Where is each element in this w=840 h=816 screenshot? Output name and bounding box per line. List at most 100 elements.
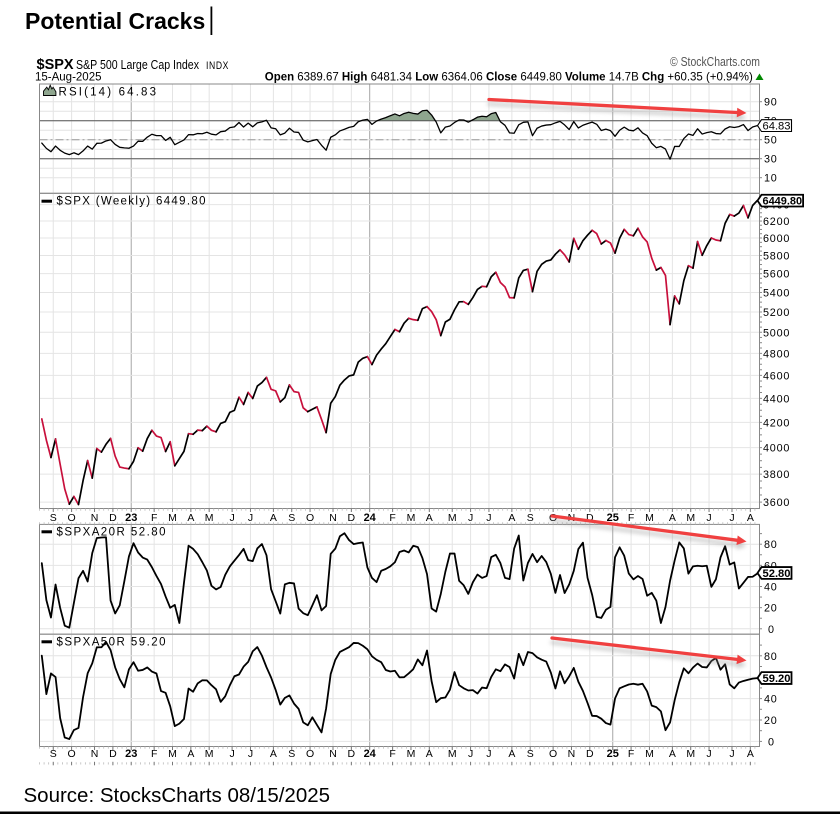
- svg-text:O: O: [549, 512, 557, 524]
- svg-text:RSI(14) 64.83: RSI(14) 64.83: [59, 87, 157, 99]
- svg-text:80: 80: [764, 651, 778, 663]
- svg-text:O: O: [306, 512, 314, 524]
- svg-text:J: J: [229, 512, 234, 524]
- svg-text:5000: 5000: [763, 327, 790, 339]
- svg-text:S: S: [288, 748, 295, 760]
- svg-text:F: F: [389, 512, 395, 524]
- svg-text:© StockCharts.com: © StockCharts.com: [670, 55, 760, 69]
- svg-text:J: J: [729, 748, 734, 760]
- svg-text:D: D: [109, 512, 117, 524]
- svg-text:A: A: [270, 512, 277, 524]
- svg-text:25: 25: [607, 748, 619, 760]
- svg-text:20: 20: [764, 715, 778, 727]
- svg-text:M: M: [645, 512, 654, 524]
- svg-text:40: 40: [764, 582, 778, 594]
- svg-text:A: A: [426, 748, 433, 760]
- svg-text:6449.80: 6449.80: [763, 196, 803, 208]
- svg-text:5400: 5400: [763, 287, 790, 299]
- svg-text:15-Aug-2025: 15-Aug-2025: [35, 72, 102, 84]
- svg-text:S: S: [527, 748, 534, 760]
- svg-text:A: A: [187, 748, 194, 760]
- svg-text:J: J: [486, 748, 491, 760]
- svg-text:A: A: [669, 748, 676, 760]
- svg-text:A: A: [426, 512, 433, 524]
- svg-text:23: 23: [125, 748, 137, 760]
- svg-text:10: 10: [764, 173, 778, 185]
- svg-text:F: F: [628, 748, 634, 760]
- svg-text:24: 24: [364, 748, 377, 760]
- svg-text:N: N: [568, 748, 576, 760]
- svg-text:N: N: [91, 512, 99, 524]
- svg-text:3800: 3800: [763, 469, 790, 481]
- svg-text:A: A: [508, 512, 515, 524]
- svg-text:M: M: [168, 748, 177, 760]
- svg-text:$SPXA20R 52.80: $SPXA20R 52.80: [57, 526, 166, 538]
- svg-text:A: A: [270, 748, 277, 760]
- svg-text:4600: 4600: [763, 370, 790, 382]
- svg-text:50: 50: [764, 135, 778, 147]
- svg-text:S: S: [50, 512, 57, 524]
- svg-text:6000: 6000: [763, 233, 790, 245]
- svg-text:J: J: [248, 748, 253, 760]
- svg-text:$SPX (Weekly) 6449.80: $SPX (Weekly) 6449.80: [57, 196, 206, 208]
- svg-text:Potential Cracks: Potential Cracks: [25, 8, 205, 34]
- svg-text:$SPX: $SPX: [37, 57, 74, 73]
- svg-text:M: M: [205, 512, 214, 524]
- svg-text:90: 90: [764, 97, 778, 109]
- svg-text:4200: 4200: [763, 417, 790, 429]
- svg-text:INDX: INDX: [206, 60, 229, 72]
- svg-text:30: 30: [764, 154, 778, 166]
- svg-text:F: F: [628, 512, 634, 524]
- svg-text:O: O: [549, 748, 557, 760]
- svg-text:6200: 6200: [763, 216, 790, 228]
- svg-text:40: 40: [764, 694, 778, 706]
- svg-text:N: N: [91, 748, 99, 760]
- svg-text:Open 6389.67 High 6481.34 Lo: Open 6389.67 High 6481.34 Low 6364.06 Cl…: [265, 70, 753, 84]
- svg-text:M: M: [168, 512, 177, 524]
- svg-text:F: F: [151, 748, 157, 760]
- svg-text:A: A: [187, 512, 194, 524]
- svg-text:J: J: [729, 512, 734, 524]
- svg-text:O: O: [68, 512, 76, 524]
- svg-text:23: 23: [125, 512, 137, 524]
- svg-text:S: S: [288, 512, 295, 524]
- svg-text:J: J: [468, 748, 473, 760]
- svg-text:O: O: [306, 748, 314, 760]
- svg-text:5200: 5200: [763, 307, 790, 319]
- svg-text:59.20: 59.20: [763, 673, 791, 685]
- svg-text:3600: 3600: [763, 497, 790, 509]
- svg-text:A: A: [508, 748, 515, 760]
- svg-text:J: J: [486, 512, 491, 524]
- svg-text:S: S: [50, 748, 57, 760]
- svg-text:N: N: [329, 748, 337, 760]
- svg-text:S: S: [527, 512, 534, 524]
- svg-text:80: 80: [764, 539, 778, 551]
- svg-text:S&P 500 Large Cap Index: S&P 500 Large Cap Index: [76, 57, 199, 72]
- svg-text:4800: 4800: [763, 348, 790, 360]
- svg-text:5600: 5600: [763, 269, 790, 281]
- svg-text:M: M: [686, 748, 695, 760]
- svg-text:D: D: [586, 748, 594, 760]
- svg-text:24: 24: [364, 512, 377, 524]
- svg-text:25: 25: [607, 512, 619, 524]
- svg-text:$SPXA50R 59.20: $SPXA50R 59.20: [57, 636, 166, 648]
- svg-text:J: J: [248, 512, 253, 524]
- svg-text:64.83: 64.83: [763, 121, 791, 133]
- svg-text:M: M: [448, 748, 457, 760]
- svg-text:M: M: [407, 512, 416, 524]
- svg-text:M: M: [448, 512, 457, 524]
- svg-text:D: D: [348, 748, 356, 760]
- svg-text:5800: 5800: [763, 251, 790, 263]
- svg-text:M: M: [205, 748, 214, 760]
- svg-text:A: A: [747, 512, 754, 524]
- svg-text:M: M: [645, 748, 654, 760]
- svg-text:D: D: [109, 748, 117, 760]
- svg-text:4400: 4400: [763, 393, 790, 405]
- svg-text:4000: 4000: [763, 443, 790, 455]
- svg-text:F: F: [389, 748, 395, 760]
- svg-text:J: J: [706, 512, 711, 524]
- svg-text:A: A: [747, 748, 754, 760]
- svg-text:J: J: [706, 748, 711, 760]
- svg-text:Source: StocksCharts 08/15/202: Source: StocksCharts 08/15/2025: [24, 784, 331, 807]
- svg-text:O: O: [68, 748, 76, 760]
